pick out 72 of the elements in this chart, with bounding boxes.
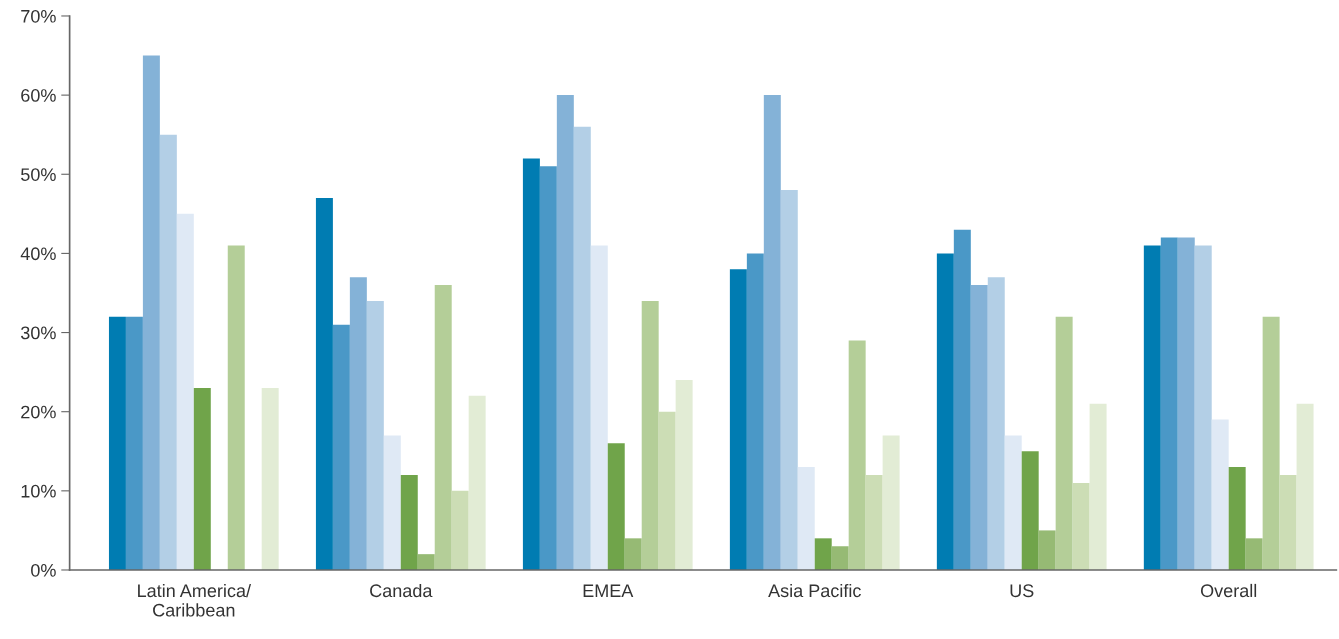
bar [641,300,659,570]
bar [159,134,177,570]
bar [882,435,900,570]
bar [1279,475,1297,570]
y-tick-label: 10% [21,484,56,498]
bar [383,435,401,570]
bar [1228,467,1246,570]
bar [193,387,211,570]
bar [1038,530,1056,570]
bar [1089,403,1107,570]
bar [227,245,245,570]
bar [1160,237,1178,570]
bar [1177,237,1195,570]
bar [176,213,194,570]
bar [1194,245,1212,570]
x-tick-label: US [1010,584,1034,598]
bar [848,340,866,570]
bar [522,158,540,570]
bar [1296,403,1314,570]
bar [1072,482,1090,570]
bar [539,166,557,570]
x-tick-label: Overall [1200,583,1257,598]
bar [400,475,418,570]
y-tick-label: 30% [20,326,56,340]
bar [1021,451,1039,570]
y-tick-label: 40% [20,247,56,261]
bar [814,538,832,570]
bar [1262,316,1280,570]
bar [1004,435,1022,570]
y-tick-label: 60% [21,89,56,102]
bar [865,475,883,570]
bar [797,467,815,570]
bar [1211,419,1229,570]
bar [315,198,333,570]
x-tick-label: Asia Pacific [768,583,861,598]
y-tick-label: 0% [31,563,56,577]
bar [1143,245,1161,570]
y-tick-label: 50% [21,168,56,181]
bar [746,253,764,570]
bar [349,277,367,570]
bar [970,285,988,570]
bar [261,387,279,570]
bar [953,229,971,570]
bar [108,316,126,570]
bar [417,554,435,570]
bar [556,95,574,570]
bar [590,245,608,570]
bar [936,253,954,570]
bar [142,55,160,570]
bar [573,126,591,570]
bar [366,300,384,570]
y-tick-label: 70% [21,9,56,23]
bar [607,443,625,570]
bar [332,324,350,570]
bar [624,538,642,570]
bar [729,269,747,570]
bar [831,546,849,570]
bar [451,490,469,570]
bar [1055,316,1073,570]
bar [1245,538,1263,570]
bar [658,411,676,570]
bar [780,190,798,570]
y-tick-label: 20% [21,405,56,419]
bar [434,285,452,570]
x-tick-label: EMEA [583,584,634,597]
bar [125,316,143,570]
bar [987,277,1005,570]
x-tick-label: Latin America/ Caribbean [138,583,252,617]
x-tick-label: Canada [370,583,433,598]
bar [468,395,486,570]
bar [675,380,693,570]
bar [763,95,781,570]
